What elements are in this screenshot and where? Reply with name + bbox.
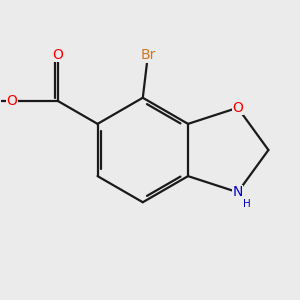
Text: N: N xyxy=(232,185,243,199)
Text: H: H xyxy=(243,199,250,208)
Text: O: O xyxy=(6,94,17,108)
Text: O: O xyxy=(232,101,243,115)
Text: O: O xyxy=(52,48,63,62)
Text: Br: Br xyxy=(140,48,156,62)
